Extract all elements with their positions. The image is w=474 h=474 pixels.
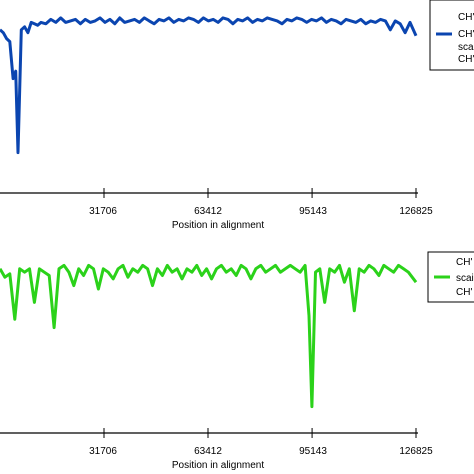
tick-label: 95143	[299, 446, 327, 457]
legend-entry: CH'	[458, 54, 474, 65]
panel-top: 31706 63412 95143 126825 Position in ali…	[0, 0, 474, 231]
legend-entry: CH'	[458, 29, 474, 40]
tick-label: 63412	[194, 206, 222, 217]
panel-bottom: 31706 63412 95143 126825 Position in ali…	[0, 251, 474, 471]
tick-label: 126825	[399, 206, 433, 217]
tick-label: 95143	[299, 206, 327, 217]
legend-entry: CH'	[458, 12, 474, 23]
tick-label: 63412	[194, 446, 222, 457]
series-line-green	[0, 263, 418, 409]
x-axis-title: Position in alignment	[172, 460, 264, 471]
tick-label: 31706	[89, 206, 117, 217]
legend-entry: scai	[458, 42, 474, 53]
x-ticks-top	[103, 188, 417, 198]
x-axis-title: Position in alignment	[172, 220, 264, 231]
x-ticks-bottom	[103, 428, 417, 438]
legend-entry: scai	[456, 273, 474, 284]
series-line-blue	[0, 16, 418, 155]
tick-label: 31706	[89, 446, 117, 457]
legend-entry: CH'	[456, 287, 472, 298]
tick-label: 126825	[399, 446, 433, 457]
legend-entry: CH'	[456, 257, 472, 268]
